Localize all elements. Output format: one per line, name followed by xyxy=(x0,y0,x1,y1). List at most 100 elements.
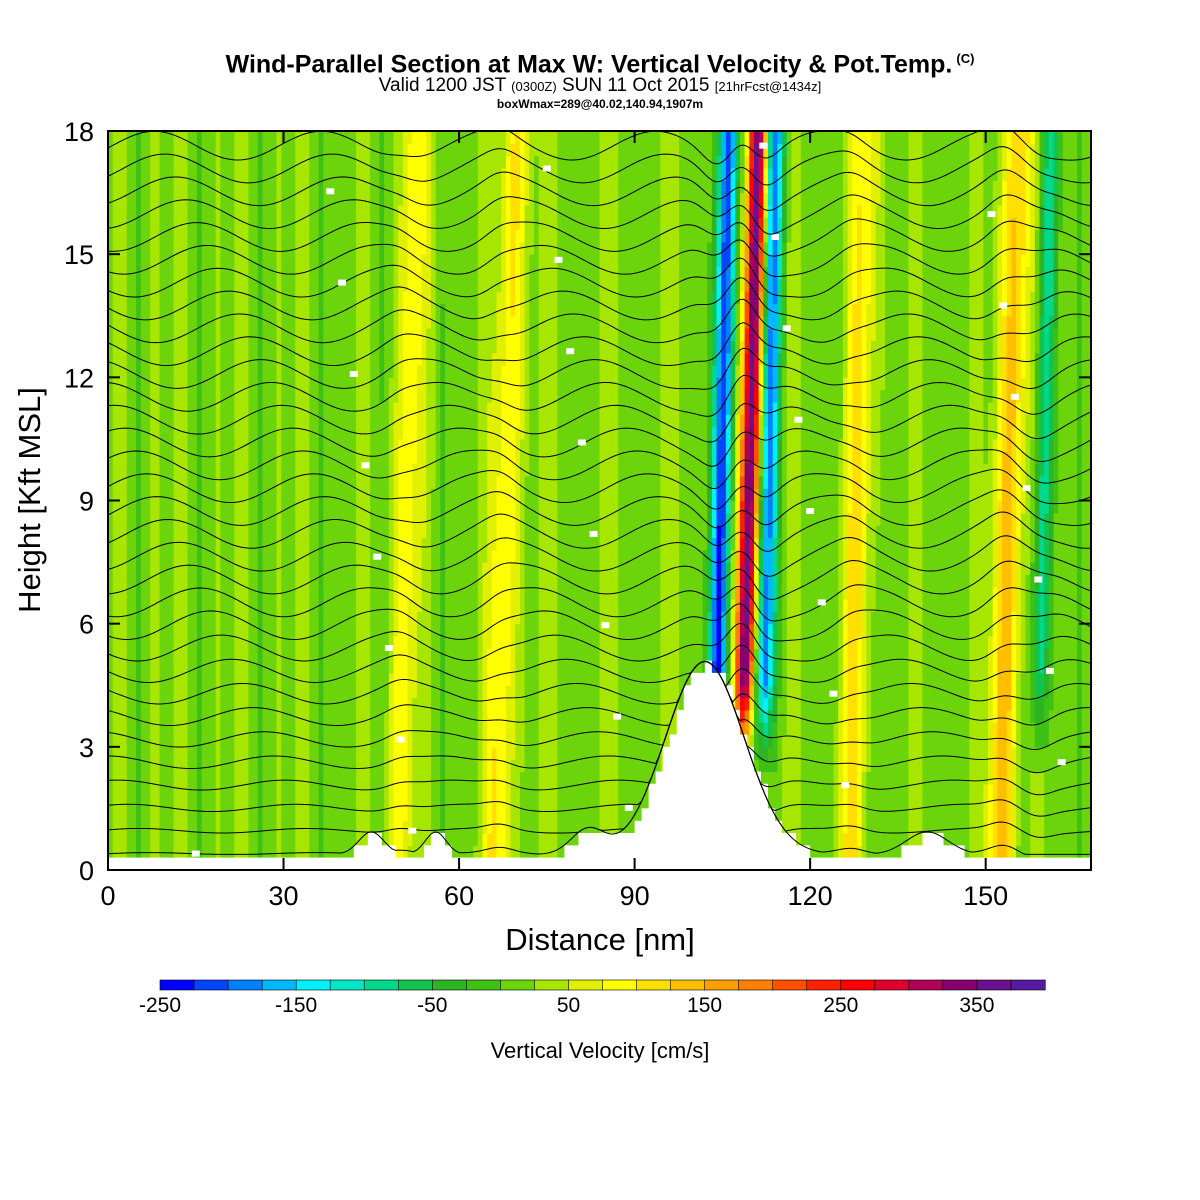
isentropes xyxy=(108,131,1091,857)
x-tick-label: 90 xyxy=(620,881,650,911)
isentrope-line xyxy=(108,511,1091,552)
isentrope-label xyxy=(326,188,335,195)
colorbar-swatch xyxy=(397,979,433,991)
isentrope-label xyxy=(1022,485,1031,492)
isentrope-label xyxy=(338,279,346,286)
isentrope-label xyxy=(408,827,417,834)
isentrope-line xyxy=(108,660,1091,751)
isentrope-line xyxy=(108,644,1091,684)
isentrope-label xyxy=(806,508,815,514)
colorbar-tick-label: 50 xyxy=(557,994,580,1017)
colorbar-tick-label: 350 xyxy=(959,994,994,1017)
isentrope-line xyxy=(108,584,1091,622)
isentrope-label xyxy=(624,804,633,811)
isentrope-label xyxy=(987,211,996,218)
isentrope-line xyxy=(108,402,1091,443)
isentrope-line xyxy=(108,218,1091,257)
isentrope-label xyxy=(794,416,803,423)
y-tick-label: 0 xyxy=(79,856,94,886)
isentrope-label xyxy=(373,553,382,560)
isentrope-label xyxy=(1057,759,1066,766)
isentrope-line xyxy=(108,146,1091,186)
colorbar-swatch xyxy=(806,979,842,991)
x-tick-label: 120 xyxy=(788,881,833,911)
isentrope-label xyxy=(191,850,200,857)
colorbar-swatch xyxy=(159,979,195,991)
isentrope-line xyxy=(108,169,1091,212)
isentrope-line xyxy=(108,660,1091,774)
isentrope-label xyxy=(577,439,586,446)
colorbar-tick-label: 150 xyxy=(687,994,722,1017)
isentrope-line xyxy=(108,603,1091,642)
y-tick-label: 15 xyxy=(64,240,94,270)
isentrope-line xyxy=(108,257,1091,298)
isentrope-label xyxy=(771,234,779,240)
isentrope-line xyxy=(108,277,1091,321)
isentrope-label xyxy=(1010,393,1019,400)
isentrope-line xyxy=(108,131,1091,165)
velocity-field xyxy=(108,131,1091,870)
colorbar-swatch xyxy=(568,979,604,991)
y-tick-label: 18 xyxy=(64,117,94,147)
isentrope-line xyxy=(108,449,1091,490)
colorbar-swatch xyxy=(295,979,331,991)
colorbar-tick-label: -50 xyxy=(417,994,447,1017)
isentrope-label xyxy=(349,371,358,377)
isentrope-line xyxy=(108,239,1091,278)
x-axis: 0 30 60 90 120 150 xyxy=(100,131,1008,911)
colorbar-swatch xyxy=(840,979,876,991)
isentrope-label xyxy=(829,690,838,697)
isentrope-line xyxy=(108,347,1091,390)
copyright-mark: (C) xyxy=(956,51,975,66)
colorbar-tick-label: 250 xyxy=(823,994,858,1017)
colorbar-swatch xyxy=(704,979,740,991)
isentrope-line xyxy=(108,535,1091,577)
isentrope-label xyxy=(601,622,610,629)
colorbar-tick-label: -150 xyxy=(275,994,317,1017)
colorbar-swatch xyxy=(874,979,910,991)
box-wmax-info: boxWmax=289@40.02,140.94,1907m xyxy=(496,97,704,112)
isentrope-label xyxy=(1046,667,1054,674)
isentrope-label xyxy=(361,462,370,469)
isentrope-line xyxy=(108,660,1091,838)
isentrope-label xyxy=(782,325,791,332)
isentrope-line xyxy=(108,660,1091,705)
isentrope-line xyxy=(108,194,1091,235)
y-tick-label: 9 xyxy=(79,487,94,517)
y-axis-title: Height [Kft MSL] xyxy=(12,387,47,613)
isentrope-label xyxy=(589,530,598,537)
valid-time: Valid 1200 JST (0300Z) SUN 11 Oct 2015 [… xyxy=(378,75,822,97)
x-tick-label: 30 xyxy=(269,881,299,911)
x-tick-label: 60 xyxy=(444,881,474,911)
isentrope-label xyxy=(999,302,1008,309)
y-tick-label: 12 xyxy=(64,363,94,393)
isentrope-line xyxy=(108,322,1091,367)
colorbar-swatch xyxy=(772,979,808,991)
isentrope-label xyxy=(613,713,622,720)
x-axis-title: Distance [nm] xyxy=(505,922,695,957)
chart-title: Wind-Parallel Section at Max W: Vertical… xyxy=(225,50,975,79)
isentrope-label xyxy=(841,782,850,789)
isentrope-line xyxy=(108,660,1091,727)
colorbar-swatch xyxy=(193,979,229,991)
colorbar-swatch xyxy=(363,979,399,991)
isentrope-line xyxy=(108,489,1091,529)
isentrope-line xyxy=(108,468,1091,510)
colorbar-swatch xyxy=(602,979,638,991)
isentrope-label xyxy=(384,645,393,651)
isentrope-label xyxy=(542,165,551,172)
x-tick-label: 150 xyxy=(963,881,1008,911)
colorbar-swatch xyxy=(670,979,706,991)
isentrope-label xyxy=(396,736,405,743)
colorbar-swatch xyxy=(976,979,1012,991)
colorbar-swatch xyxy=(1010,979,1046,991)
y-axis: 0 3 6 9 12 15 18 xyxy=(64,117,1091,886)
colorbar-title: Vertical Velocity [cm/s] xyxy=(491,1038,710,1063)
isentrope-label xyxy=(759,142,768,149)
colorbar-swatch xyxy=(636,979,672,991)
isentrope-line xyxy=(108,660,1091,817)
colorbar-swatch xyxy=(227,979,263,991)
isentrope-line xyxy=(108,560,1091,601)
isentrope-label xyxy=(1034,576,1043,583)
